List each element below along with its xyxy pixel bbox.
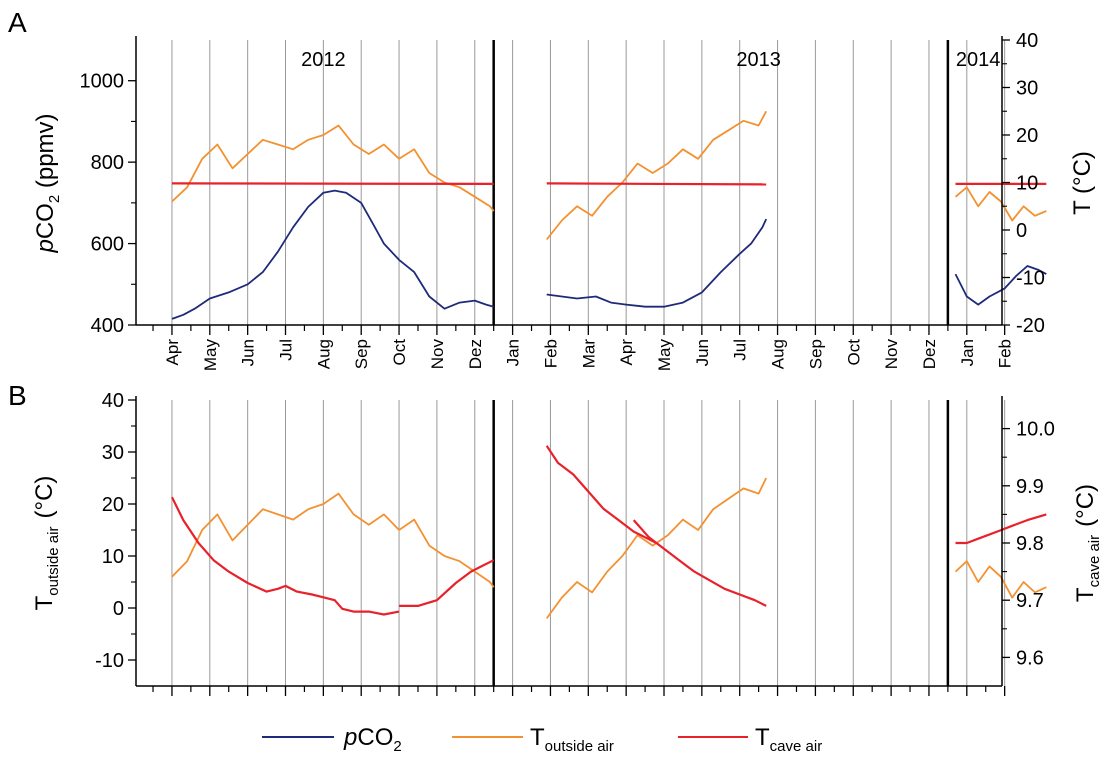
month-tick-label: Jan — [504, 339, 523, 366]
month-tick-label: May — [655, 339, 674, 372]
panel-b-right-axis-title: Tcave air(°C) — [1072, 484, 1103, 602]
y-left-tick-label: 30 — [102, 442, 124, 464]
month-tick-label: Nov — [428, 339, 447, 370]
month-tick-label: Apr — [163, 339, 182, 366]
month-tick-label: Oct — [844, 339, 863, 366]
y-right-tick-label: 40 — [1016, 30, 1038, 52]
series-line-t_cave — [955, 513, 1047, 545]
month-tick-label: Dez — [920, 339, 939, 369]
y-right-tick-label: 9.8 — [1016, 533, 1044, 555]
panel-b-axes: -10 0 10 20 30 40 9.6 9.7 9.8 9.9 10.0 — [95, 390, 1055, 696]
y-left-tick-label: 1000 — [80, 71, 125, 93]
panel-a-series — [171, 110, 1047, 320]
panel-b-left-axis-title: Toutside air(°C) — [31, 476, 62, 611]
month-tick-label: Jun — [693, 339, 712, 366]
month-tick-label: May — [201, 339, 220, 372]
panel-a-axes: 400 600 800 1000 -20 -10 0 10 20 30 40 — [80, 30, 1045, 337]
month-tick-label: Sep — [806, 339, 825, 369]
month-tick-label: Jan — [958, 339, 977, 366]
y-right-tick-label: 30 — [1016, 78, 1038, 100]
month-tick-label: Aug — [769, 339, 788, 369]
month-tick-label: Oct — [390, 339, 409, 366]
y-right-tick-label: 10.0 — [1016, 419, 1055, 441]
y-right-tick-label: 9.9 — [1016, 476, 1044, 498]
legend-label-t-cave: Tcave air — [755, 724, 822, 755]
month-tick-label: Feb — [996, 339, 1015, 368]
y-right-tick-label: 9.7 — [1016, 590, 1044, 612]
panel-a-year-labels: 2012 2013 2014 — [301, 49, 1000, 71]
month-tick-label: Nov — [882, 339, 901, 370]
y-right-tick-label: -10 — [1016, 268, 1045, 290]
month-tick-labels: Apr May Jun Jul Aug Sep Oct Nov Dez Jan Feb Mar Apr M… — [163, 339, 1015, 372]
y-left-tick-label: 40 — [102, 390, 124, 412]
month-tick-label: Jul — [277, 339, 296, 361]
y-right-tick-label: 0 — [1016, 220, 1027, 242]
y-right-tick-label: 9.6 — [1016, 647, 1044, 669]
year-label: 2012 — [301, 49, 346, 71]
month-tick-label: Feb — [542, 339, 561, 368]
month-tick-label: Aug — [314, 339, 333, 369]
panel-letter-a: A — [8, 7, 27, 38]
year-label: 2013 — [736, 49, 781, 71]
y-left-tick-label: 800 — [91, 152, 124, 174]
series-line-t_cave — [399, 559, 495, 608]
y-right-tick-label: -20 — [1016, 315, 1045, 337]
month-tick-label: Mar — [579, 339, 598, 369]
y-left-tick-label: 600 — [91, 234, 124, 256]
series-line-pco2 — [546, 218, 768, 308]
y-left-tick-label: 0 — [113, 598, 124, 620]
series-line-t_cave — [545, 445, 657, 544]
month-tick-label: Jun — [239, 339, 258, 366]
y-left-tick-label: 20 — [102, 494, 124, 516]
series-line-t_outside — [171, 124, 495, 212]
y-right-tick-label: 10 — [1016, 173, 1038, 195]
panel-b-month-gridlines — [171, 400, 1006, 686]
panel-letter-b: B — [8, 380, 27, 411]
series-line-t_cave — [546, 182, 767, 186]
year-label: 2014 — [956, 49, 1001, 71]
panel-b-chart: -10 0 10 20 30 40 9.6 9.7 9.8 9.9 10.0 Toutside ai… — [31, 390, 1103, 696]
legend-label-pco2: pCO2 — [343, 724, 402, 755]
series-line-t_cave — [171, 182, 494, 185]
y-right-tick-label: 20 — [1016, 125, 1038, 147]
series-line-pco2 — [171, 189, 494, 320]
panel-a-right-axis-title: T (°C) — [1069, 151, 1096, 215]
series-line-t_outside — [545, 477, 768, 619]
series-line-t_cave — [171, 496, 400, 616]
panel-b-series — [171, 445, 1047, 619]
month-tick-label: Jul — [731, 339, 750, 361]
panel-a-left-axis-title: pCO2 (ppmv) — [32, 113, 63, 253]
series-line-t_outside — [171, 492, 495, 588]
month-tick-label: Apr — [617, 339, 636, 366]
series-line-t_outside — [954, 186, 1047, 222]
month-tick-label: Dez — [466, 339, 485, 369]
month-tick-label: Sep — [352, 339, 371, 369]
y-left-tick-label: 400 — [91, 315, 124, 337]
legend-label-t-outside: Toutside air — [530, 724, 614, 755]
y-left-tick-label: 10 — [102, 546, 124, 568]
series-line-t_outside — [545, 110, 767, 241]
y-left-tick-label: -10 — [95, 650, 124, 672]
series-line-t_cave — [632, 519, 767, 607]
series-line-pco2 — [954, 265, 1047, 306]
legend: pCO2 Toutside air Tcave air — [262, 724, 822, 755]
series-line-t_outside — [954, 560, 1047, 599]
